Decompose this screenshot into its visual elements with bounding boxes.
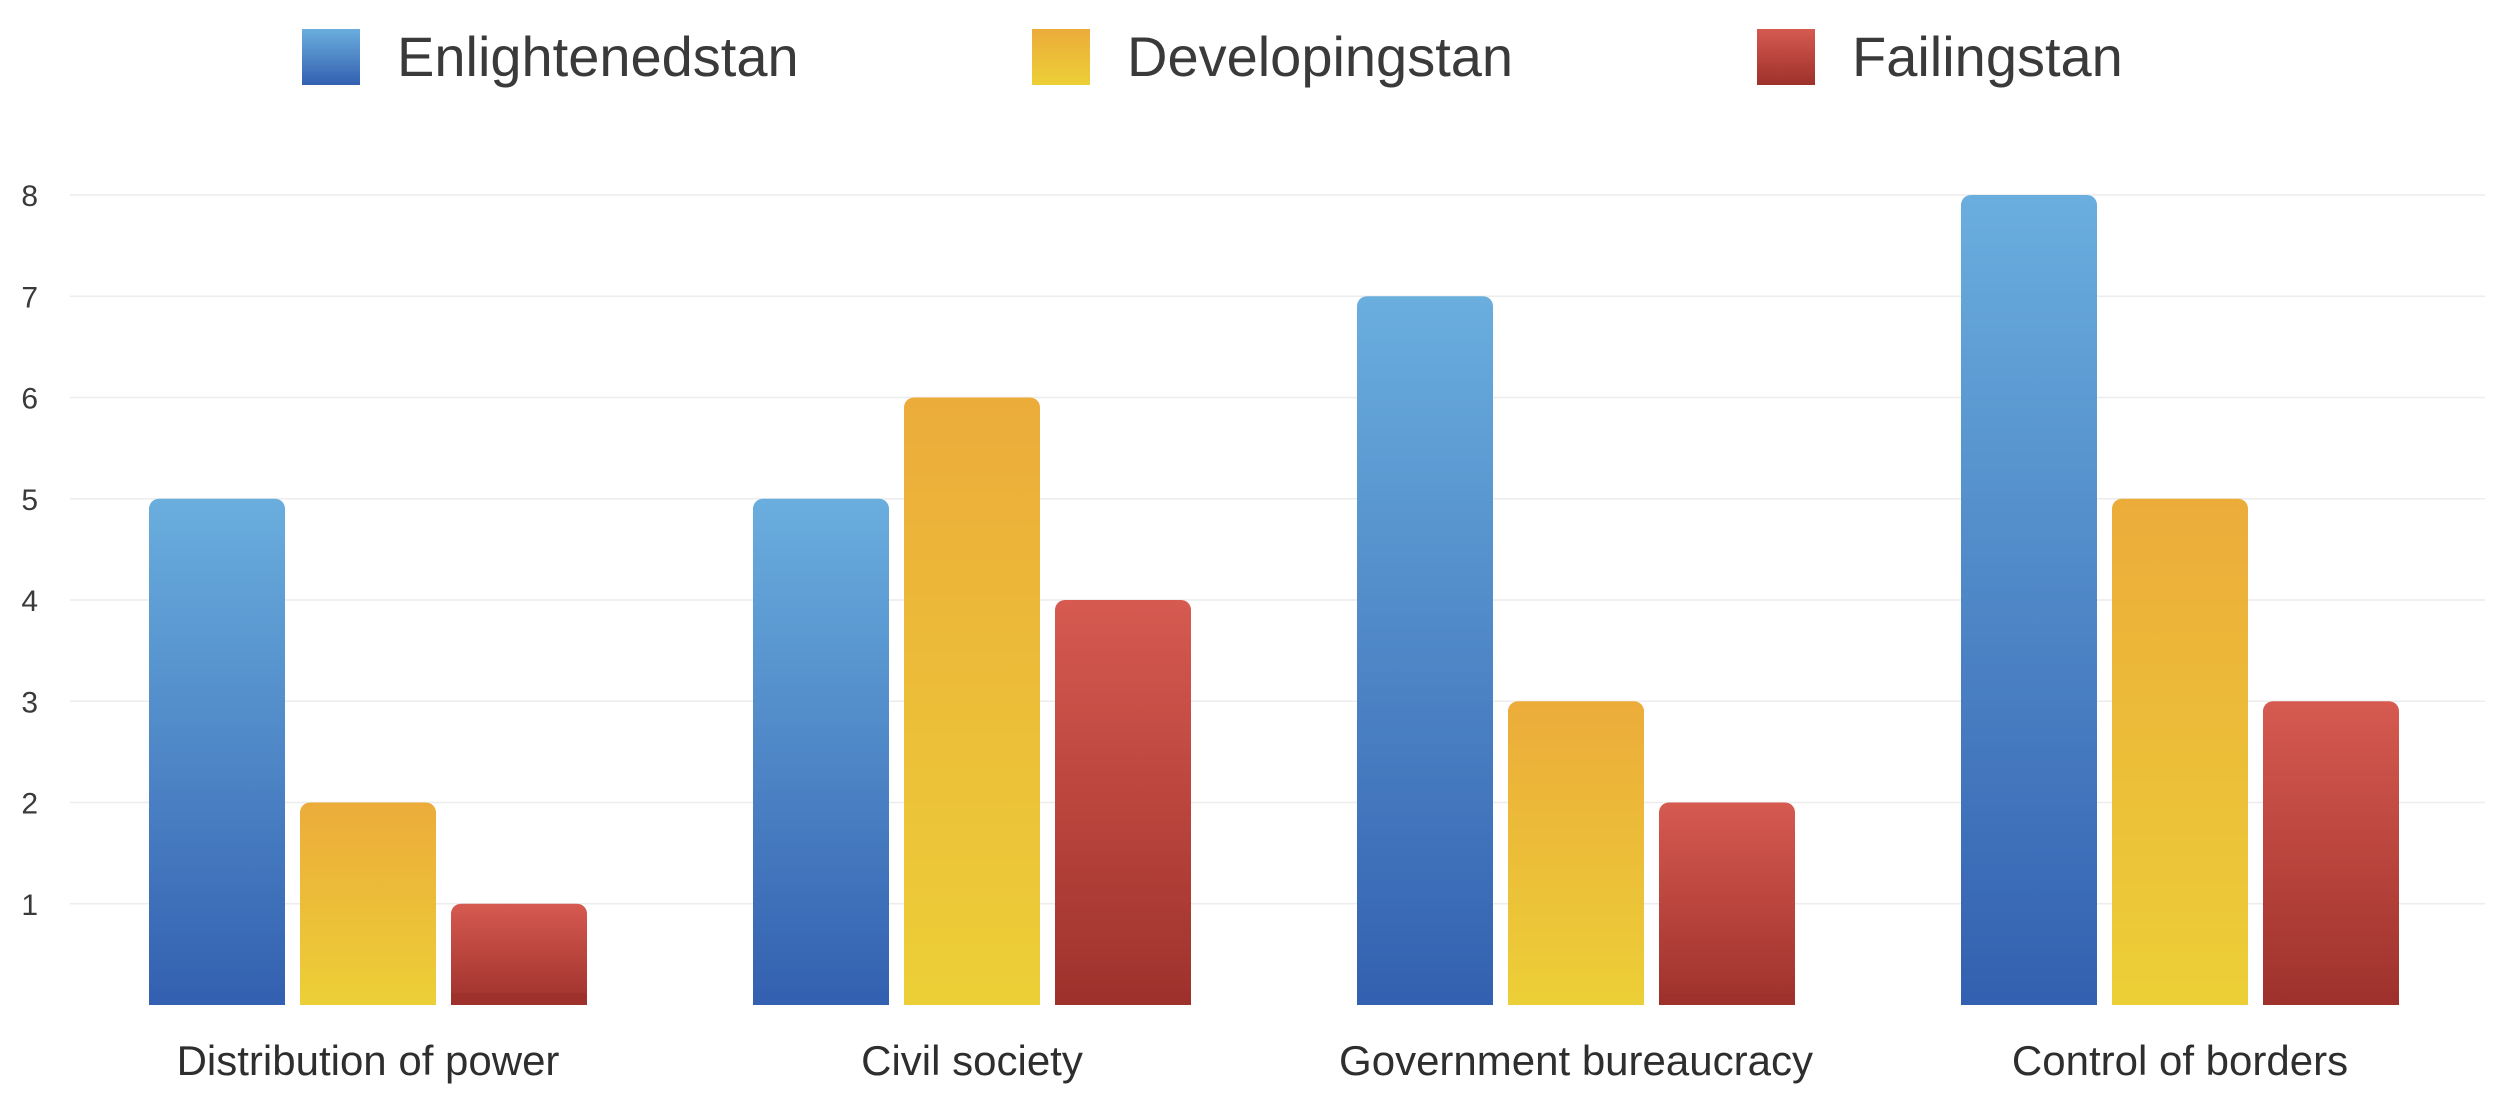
bars <box>149 195 2399 1005</box>
legend: Enlightenedstan Developingstan Failingstan <box>302 25 2123 88</box>
legend-swatch-3 <box>1757 29 1815 85</box>
y-tick-label-6: 6 <box>21 383 38 416</box>
y-tick-label-3: 3 <box>21 686 38 719</box>
bar-base-1-1 <box>149 993 285 1005</box>
bar-base-3-2 <box>1508 993 1644 1005</box>
bar-3-2 <box>1508 701 1644 1005</box>
bar-2-2 <box>904 397 1040 1005</box>
bar-1-2 <box>300 802 436 1005</box>
gridlines <box>70 194 2485 905</box>
bar-2-3 <box>1055 600 1191 1005</box>
bar-1-3 <box>451 903 587 1005</box>
bar-base-2-3 <box>1055 993 1191 1005</box>
y-tick-label-2: 2 <box>21 788 38 821</box>
legend-label-3: Failingstan <box>1852 25 2123 88</box>
bar-base-4-1 <box>1961 993 2097 1005</box>
bar-base-3-1 <box>1357 993 1493 1005</box>
legend-swatch-2 <box>1032 29 1090 85</box>
legend-label-1: Enlightenedstan <box>397 25 799 88</box>
bar-1-1 <box>149 498 285 1005</box>
legend-label-2: Developingstan <box>1127 25 1513 88</box>
bar-base-4-2 <box>2112 993 2248 1005</box>
bar-base-2-2 <box>904 993 1040 1005</box>
y-tick-label-8: 8 <box>21 180 38 213</box>
bar-3-1 <box>1357 296 1493 1005</box>
bar-4-2 <box>2112 498 2248 1005</box>
bar-4-3 <box>2263 701 2399 1005</box>
y-tick-label-4: 4 <box>21 585 38 618</box>
x-category-label-1: Distribution of power <box>177 1037 560 1084</box>
bar-base-1-3 <box>451 993 587 1005</box>
bar-4-1 <box>1961 195 2097 1005</box>
y-tick-label-1: 1 <box>21 889 38 922</box>
bar-base-1-2 <box>300 993 436 1005</box>
y-tick-label-7: 7 <box>21 281 38 314</box>
legend-swatch-1 <box>302 29 360 85</box>
bar-base-2-1 <box>753 993 889 1005</box>
x-axis: Distribution of power Civil society Govern… <box>177 1037 2349 1084</box>
bar-base-3-3 <box>1659 993 1795 1005</box>
y-tick-label-5: 5 <box>21 484 38 517</box>
bar-2-1 <box>753 498 889 1005</box>
y-axis: 1 2 3 4 5 6 7 8 <box>21 180 38 922</box>
x-category-label-4: Control of borders <box>2012 1037 2348 1084</box>
x-category-label-2: Civil society <box>861 1037 1083 1084</box>
bar-3-3 <box>1659 802 1795 1005</box>
x-category-label-3: Government bureaucracy <box>1339 1037 1813 1084</box>
bar-base-4-3 <box>2263 993 2399 1005</box>
